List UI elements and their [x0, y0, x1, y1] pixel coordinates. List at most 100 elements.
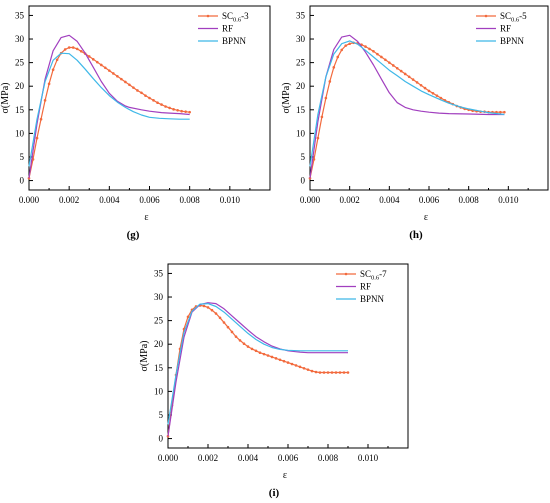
data-point	[431, 91, 435, 95]
legend-entry: SC0.6-5	[500, 11, 527, 24]
y-tick-label: 25	[296, 58, 306, 68]
y-tick-label: 20	[296, 81, 306, 91]
series-line-rf	[167, 302, 348, 437]
data-point	[218, 316, 222, 320]
x-tick-label: 0.008	[318, 453, 339, 463]
x-axis-title: ε	[424, 212, 428, 223]
x-tick-label: 0.002	[340, 195, 360, 205]
data-point	[368, 47, 371, 51]
x-tick-label: 0.004	[99, 195, 120, 205]
y-tick-label: 0	[159, 434, 164, 444]
x-axis-title: ε	[283, 470, 287, 481]
data-point	[282, 359, 286, 363]
data-point	[384, 58, 387, 62]
data-point	[334, 371, 338, 374]
y-axis-title: σ(MPa)	[0, 83, 11, 114]
data-point	[294, 364, 298, 367]
series-line-rf	[309, 34, 505, 179]
legend-name: SC	[360, 269, 371, 279]
data-point	[152, 99, 155, 102]
y-axis-title: σ(MPa)	[281, 83, 292, 114]
data-point	[168, 106, 171, 110]
legend-entry: SC0.6-7	[360, 269, 387, 282]
data-point	[206, 306, 210, 309]
y-tick-label: 5	[159, 410, 164, 420]
y-tick-label: 15	[15, 105, 25, 115]
chart-panel-1: 0.000 0.002 0.004 0.006 0.008 0.010 0 5 10 15 20 25…	[0, 5, 271, 241]
data-point	[136, 89, 139, 92]
series-line-bpnn	[167, 303, 348, 425]
x-tick-label: 0.008	[180, 195, 201, 205]
y-tick-label: 30	[296, 34, 306, 44]
y-tick-label: 20	[15, 81, 25, 91]
x-tick-label: 0.006	[278, 453, 299, 463]
x-tick-label: 0.010	[498, 195, 519, 205]
data-point	[79, 49, 83, 53]
data-point	[388, 61, 391, 64]
x-tick-label: 0.004	[379, 195, 400, 205]
legend-marker	[206, 14, 210, 18]
data-point	[395, 66, 399, 70]
data-point	[156, 101, 159, 105]
legend-name: RF	[222, 24, 233, 34]
panel-label: (g)	[127, 229, 140, 241]
data-point	[407, 75, 411, 79]
y-tick-label: 5	[301, 152, 306, 162]
data-point	[314, 370, 318, 374]
data-point	[266, 354, 270, 357]
data-point	[246, 345, 250, 348]
legend-name: BPNN	[222, 36, 247, 46]
legend-name: RF	[360, 282, 371, 292]
data-point	[330, 371, 334, 374]
data-point	[128, 83, 131, 87]
data-point	[144, 94, 147, 97]
x-tick-label: 0.010	[220, 195, 241, 205]
data-point	[108, 69, 111, 72]
data-point	[415, 81, 419, 84]
plot-frame	[167, 263, 409, 449]
data-point	[164, 105, 167, 108]
legend-marker	[344, 272, 348, 276]
data-point	[238, 339, 242, 342]
data-point	[372, 49, 375, 53]
data-point	[320, 115, 324, 119]
data-point	[250, 347, 254, 351]
data-point	[140, 91, 143, 95]
data-point	[262, 352, 266, 356]
y-tick-label: 35	[296, 10, 306, 20]
y-tick-label: 0	[301, 176, 306, 186]
legend-name: RF	[500, 24, 511, 34]
data-point	[47, 82, 51, 86]
data-point	[112, 72, 115, 75]
legend-entry: SC0.6-3	[222, 11, 249, 24]
plot-frame	[309, 5, 549, 191]
data-point	[254, 349, 258, 353]
data-point	[75, 47, 79, 51]
data-point	[278, 358, 282, 362]
data-point	[210, 308, 214, 312]
data-point	[427, 89, 431, 93]
data-point	[286, 361, 290, 364]
data-point	[342, 371, 346, 374]
panel-label: (h)	[409, 229, 423, 241]
data-point	[124, 80, 127, 84]
x-tick-label: 0.000	[300, 195, 321, 205]
data-point	[104, 66, 107, 70]
y-tick-label: 25	[154, 316, 164, 326]
x-tick-label: 0.002	[198, 453, 218, 463]
data-point	[55, 58, 59, 62]
legend-name: BPNN	[500, 36, 525, 46]
data-point	[316, 136, 320, 140]
data-point	[399, 69, 403, 73]
data-point	[332, 66, 336, 69]
legend-entry: RF	[222, 24, 233, 34]
y-tick-label: 30	[15, 34, 25, 44]
legend-suffix: -5	[519, 11, 527, 21]
series-line-bpnn	[309, 40, 505, 167]
y-tick-label: 0	[20, 176, 25, 186]
y-tick-label: 10	[296, 128, 306, 138]
data-point	[43, 99, 47, 102]
chart-panel-3: 0.000 0.002 0.004 0.006 0.008 0.010 0 5 10 15 20 25…	[139, 263, 409, 499]
legend-entry: RF	[500, 24, 511, 34]
